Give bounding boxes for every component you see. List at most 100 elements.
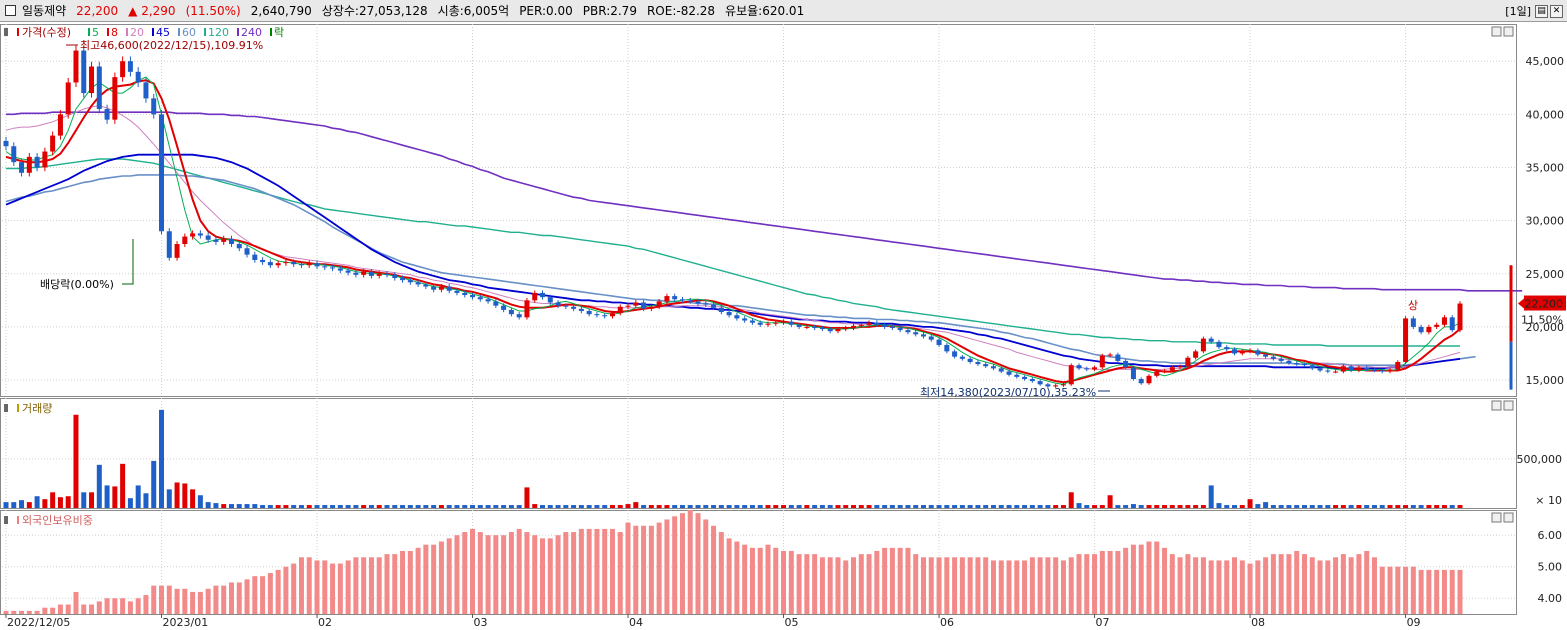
volume-bar — [866, 505, 872, 508]
price-y-tick-label: 40,000 — [1526, 108, 1565, 121]
foreign-ratio-bar — [190, 591, 196, 614]
foreign-ratio-bar — [1162, 547, 1168, 614]
price-change-pct: (11.50%) — [185, 3, 241, 18]
foreign-ratio-bar — [897, 547, 903, 614]
foreign-ratio-bar — [1434, 569, 1440, 614]
window-close-button[interactable]: ✕ — [1550, 4, 1563, 18]
foreign-ratio-bar — [182, 588, 188, 614]
candle-body — [415, 282, 421, 285]
candle-body — [213, 239, 219, 242]
foreign-ratio-bar — [252, 576, 258, 614]
foreign-ratio-bar — [1068, 557, 1074, 614]
volume-bar — [990, 505, 996, 508]
foreign-ratio-bar — [1029, 557, 1035, 614]
volume-bar — [1410, 505, 1416, 508]
candle-body — [516, 314, 522, 318]
candle-body — [858, 324, 864, 326]
foreign-ratio-bar — [983, 557, 989, 614]
volume-bar — [127, 498, 133, 508]
candle-body — [1410, 318, 1416, 327]
low-annotation: 최저14,380(2023/07/10),35.23% — [920, 386, 1096, 399]
volume-bar — [625, 504, 631, 508]
candle-body — [438, 286, 444, 290]
candle-body — [967, 358, 973, 362]
candle-body — [19, 162, 25, 173]
ma8-line — [5, 79, 1461, 384]
foreign-ratio-bar — [757, 547, 763, 614]
volume-bar — [275, 505, 281, 508]
foreign-ratio-bar — [851, 557, 857, 614]
foreign-ratio-bar — [205, 588, 211, 614]
x-tick-label: 06 — [940, 616, 954, 629]
volume-bar — [73, 414, 79, 508]
legend-ma-20: 20 — [130, 26, 144, 39]
candle-body — [244, 248, 250, 255]
foreign-ratio-bar — [306, 557, 312, 614]
candle-body — [796, 324, 802, 327]
price-y-tick-label: 25,000 — [1526, 268, 1565, 281]
foreign-ratio-bar — [3, 610, 9, 614]
candle-body — [81, 50, 87, 94]
legend-handle-icon — [4, 28, 8, 36]
legend-marker — [17, 404, 19, 412]
foreign-ratio-bar — [532, 535, 538, 614]
foreign-ratio-bar — [633, 525, 639, 614]
window-settings-button[interactable]: ▤ — [1535, 4, 1548, 18]
period-selector[interactable]: [1일] — [1505, 5, 1531, 18]
volume-bar — [1193, 505, 1199, 508]
candle-body — [298, 264, 304, 266]
select-checkbox[interactable] — [5, 5, 16, 16]
candle-body — [1379, 370, 1385, 372]
foreign-ratio-bar — [749, 547, 755, 614]
candle-body — [1200, 338, 1206, 352]
price-y-tick-label: 20,000 — [1526, 321, 1565, 334]
candle-body — [89, 66, 95, 94]
candle-body — [112, 77, 118, 120]
candle-body — [625, 305, 631, 307]
legend-marker — [88, 28, 90, 36]
volume-bar — [477, 505, 483, 508]
roe-value: ROE:-82.28 — [646, 3, 716, 18]
foreign-ratio-bar — [1232, 557, 1238, 614]
volume-bar — [1068, 492, 1074, 508]
foreign-ratio-bar — [1317, 560, 1323, 614]
foreign-ratio-bar — [967, 557, 973, 614]
volume-bar — [843, 505, 849, 508]
volume-bar — [1115, 505, 1121, 508]
volume-bar — [159, 409, 165, 508]
foreign-ratio-bar — [843, 560, 849, 614]
volume-bar — [197, 495, 203, 508]
candle-body — [897, 327, 903, 331]
volume-bar — [96, 464, 102, 508]
legend-ma-5: 5 — [92, 26, 99, 39]
foreign-ratio-bar — [353, 557, 359, 614]
trade-volume: 2,640,790 — [250, 3, 312, 18]
volume-bar — [407, 505, 413, 508]
foreign-ratio-bar — [330, 563, 336, 614]
candle-body — [166, 231, 172, 258]
candle-body — [1216, 341, 1222, 348]
candle-body — [1309, 365, 1315, 369]
candle-body — [571, 306, 577, 309]
volume-bar — [998, 505, 1004, 508]
dividend-annotation-pointer — [122, 239, 134, 285]
volume-bar — [330, 505, 336, 508]
volume-bar — [1208, 485, 1214, 508]
candle-body — [749, 320, 755, 323]
legend-marker — [107, 28, 109, 36]
foreign-ratio-bar — [50, 607, 56, 614]
volume-bar — [617, 505, 623, 508]
candle-body — [120, 61, 126, 78]
foreign-ratio-bar — [1216, 560, 1222, 614]
foreign-ratio-bar — [477, 532, 483, 614]
foreign-ratio-bar — [913, 554, 919, 614]
foreign-ratio-bar — [1006, 560, 1012, 614]
volume-bar — [788, 505, 794, 508]
volume-bar — [11, 502, 17, 508]
volume-bar — [633, 502, 639, 508]
candle-body — [1177, 366, 1183, 368]
volume-bar — [1037, 505, 1043, 508]
foreign-ratio-bar — [975, 557, 981, 614]
legend-marker — [204, 28, 206, 36]
foreign-ratio-bar — [648, 525, 654, 614]
